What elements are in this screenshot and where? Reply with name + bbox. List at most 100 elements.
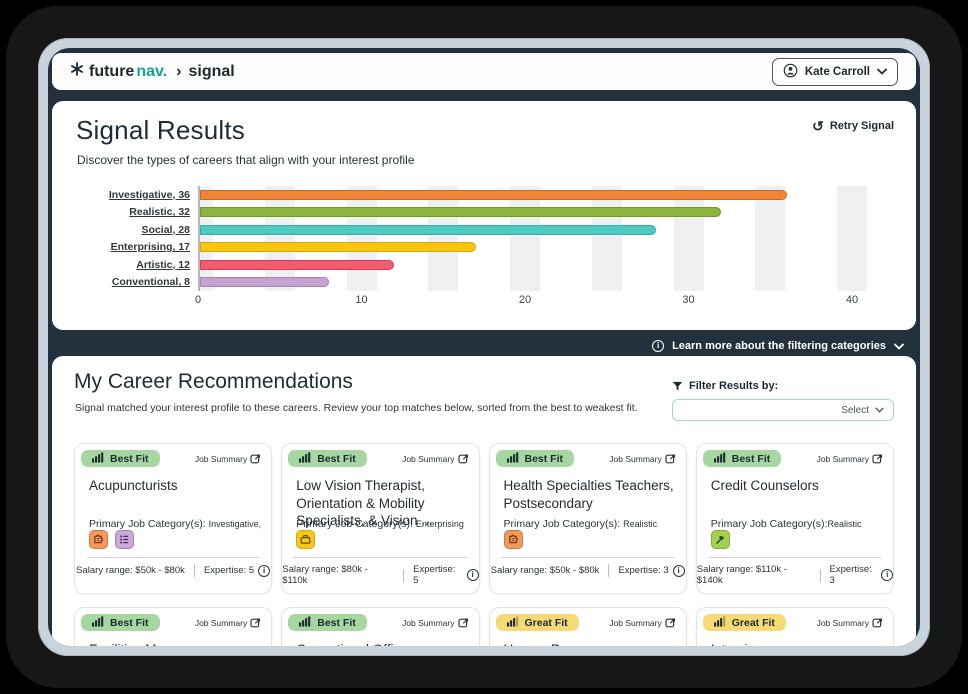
career-title: Facilities Manager: [89, 641, 259, 646]
career-title: Low Vision Therapist, Orientation & Mobi…: [296, 478, 433, 529]
chart-category-label[interactable]: Realistic, 32: [129, 206, 190, 219]
expertise: Expertise: 5 i: [413, 564, 479, 586]
logo-nav: nav.: [136, 62, 168, 80]
job-summary-link[interactable]: Job Summary: [195, 617, 261, 628]
retry-signal-button[interactable]: ↺ Retry Signal: [812, 119, 894, 133]
fit-badge: Best Fit: [288, 450, 367, 467]
user-menu-button[interactable]: Kate Carroll: [771, 57, 898, 86]
info-icon[interactable]: i: [258, 564, 271, 577]
job-summary-link[interactable]: Job Summary: [402, 453, 468, 464]
fit-badge: Best Fit: [81, 614, 160, 631]
user-name: Kate Carroll: [804, 65, 870, 78]
chart-bar-enterprising: [200, 242, 476, 253]
job-summary-icon: [665, 618, 675, 628]
page-subtitle: Discover the types of careers that align…: [77, 153, 415, 167]
job-summary-icon: [665, 454, 675, 464]
career-card[interactable]: Best Fit Job Summary Acupuncturists Prim…: [74, 443, 273, 594]
chart-category-label[interactable]: Conventional, 8: [111, 276, 190, 289]
primary-job-category: Primary Job Category(s): Enterprising: [296, 518, 464, 530]
fit-badge-label: Great Fit: [731, 616, 775, 629]
career-title: Acupuncturists: [89, 478, 178, 493]
filter-select-value: Select: [841, 404, 869, 416]
chart-y-axis-line: [198, 186, 200, 291]
fit-badge: Best Fit: [81, 450, 160, 467]
chart-row: Investigative, 36: [76, 186, 894, 204]
interest-profile-bar-chart: Investigative, 36 Realistic, 32 Social, 28…: [76, 186, 894, 311]
fit-badge: Great Fit: [495, 614, 579, 631]
primary-job-category: Primary Job Category(s):Realistic: [710, 518, 862, 530]
breadcrumb-separator: ›: [176, 62, 182, 80]
career-card[interactable]: Best Fit Job Summary Facilities Manager: [74, 607, 273, 646]
chart-rows: Investigative, 36 Realistic, 32 Social, 28…: [76, 186, 894, 291]
chart-gridline-band: [755, 186, 786, 291]
job-summary-icon: [250, 454, 261, 464]
job-summary-link[interactable]: Job Summary: [195, 453, 261, 464]
bar-chart-icon: [92, 451, 104, 466]
job-summary-link[interactable]: Job Summary: [609, 453, 675, 464]
chart-category-label[interactable]: Investigative, 36: [108, 188, 190, 201]
career-title: Human Resources Assistants: [504, 641, 674, 646]
learn-more-label: Learn more about the filtering categorie…: [672, 340, 886, 352]
info-icon[interactable]: i: [672, 564, 685, 577]
learn-more-link[interactable]: i Learn more about the filtering categor…: [652, 335, 904, 357]
card-divider: [87, 557, 260, 558]
filter-funnel-icon: [672, 381, 683, 391]
recommendations-title: My Career Recommendations: [74, 370, 353, 393]
chart-category-label[interactable]: Enterprising, 17: [110, 241, 190, 254]
career-card[interactable]: Best Fit Job Summary Low Vision Therapis…: [281, 443, 480, 594]
job-summary-icon: [872, 618, 883, 628]
career-card[interactable]: Best Fit Job Summary Correctional Office…: [281, 607, 480, 646]
fit-badge-label: Best Fit: [317, 616, 356, 629]
card-divider: [501, 557, 674, 558]
category-icons: [89, 530, 134, 549]
info-icon[interactable]: i: [881, 569, 893, 581]
category-icon-enterprising: [296, 530, 316, 549]
job-summary-icon: [250, 618, 261, 628]
app-window: future nav. › signal Kate Carroll Signal …: [48, 48, 920, 646]
career-title: Health Specialties Teachers, Postseconda…: [503, 478, 674, 511]
card-footer: Salary range: $80k - $110k Expertise: 5 …: [282, 564, 479, 586]
chart-bar-conventional: [200, 277, 329, 288]
chart-category-label[interactable]: Artistic, 12: [136, 258, 190, 271]
signal-results-panel: Signal Results Discover the types of car…: [52, 101, 916, 330]
career-title: Correctional Officers: [296, 641, 466, 646]
footer-divider: [403, 568, 405, 582]
career-recommendations-panel: My Career Recommendations Signal matched…: [52, 356, 916, 646]
chart-gridline-band: [264, 186, 295, 291]
futurenav-logo-icon: [70, 61, 84, 76]
career-card[interactable]: Great Fit Job Summary Interviewers: [695, 607, 894, 646]
filter-select[interactable]: Select: [672, 399, 894, 421]
expertise: Expertise: 3 i: [618, 564, 685, 577]
job-summary-link[interactable]: Job Summary: [609, 617, 675, 628]
fit-badge-label: Best Fit: [731, 452, 771, 465]
chart-category-label[interactable]: Social, 28: [141, 223, 190, 236]
chart-bar-social: [200, 224, 656, 235]
category-icon-realistic: [710, 530, 730, 549]
fit-badge-label: Best Fit: [110, 452, 149, 465]
card-footer: Salary range: $50k - $80k Expertise: 5 i: [75, 564, 271, 577]
job-summary-icon: [872, 454, 883, 464]
primary-job-category: Primary Job Category(s): Investigative, …: [89, 518, 262, 530]
salary-range: Salary range: $50k - $80k: [490, 565, 600, 576]
job-summary-link[interactable]: Job Summary: [817, 453, 883, 464]
chevron-down-icon: [877, 66, 887, 78]
chart-gridline-band: [346, 186, 377, 291]
career-card[interactable]: Best Fit Job Summary Health Specialties …: [488, 443, 687, 594]
category-icons: [503, 530, 523, 549]
chart-bar-artistic: [200, 259, 395, 270]
expertise: Expertise: 3 i: [830, 564, 893, 586]
chart-row: Conventional, 8: [76, 274, 894, 292]
career-card[interactable]: Best Fit Job Summary Credit Counselors P…: [695, 443, 894, 594]
fit-badge-label: Great Fit: [524, 616, 568, 629]
category-icon-realistic: [503, 530, 523, 549]
job-summary-link[interactable]: Job Summary: [817, 617, 883, 628]
career-card[interactable]: Great Fit Job Summary Human Resources As…: [488, 607, 687, 646]
card-footer: Salary range: $50k - $80k Expertise: 3 i: [490, 564, 686, 577]
job-summary-link[interactable]: Job Summary: [402, 617, 468, 628]
page-title: Signal Results: [76, 115, 245, 145]
chart-bar-investigative: [200, 189, 787, 200]
info-icon[interactable]: i: [466, 569, 479, 581]
category-icons: [296, 530, 316, 549]
fit-badge-label: Best Fit: [317, 452, 356, 465]
fit-badge: Best Fit: [288, 614, 367, 631]
